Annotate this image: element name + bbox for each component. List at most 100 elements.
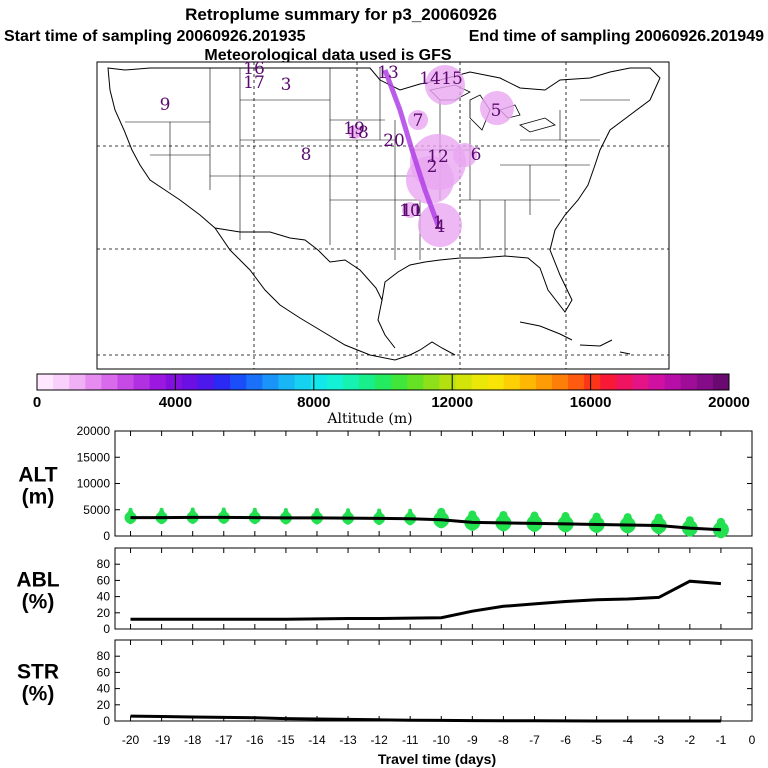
- plume-blob: [425, 65, 465, 105]
- altitude-colorbar: 0 4000 8000 12000 16000 20000: [33, 373, 750, 411]
- altitude-scatter-point: [499, 511, 508, 519]
- caribbean-islands: [519, 321, 631, 355]
- y-axis-label: STR: [17, 661, 59, 684]
- end-time-label: End time of sampling 20060926.201949: [469, 28, 764, 45]
- altitude-scatter-point: [127, 518, 134, 525]
- colorbar-swatch: [214, 374, 231, 390]
- x-tick-label: -17: [215, 733, 233, 747]
- colorbar-tick-label: 12000: [431, 394, 473, 411]
- plume-day-label: 18: [347, 123, 369, 143]
- y-tick-label: 0: [103, 529, 110, 543]
- plume-day-label: 3: [281, 75, 292, 95]
- panel-alt: 0 5000 10000 15000 20000 ALT(m): [18, 424, 753, 543]
- mexico-outline: [214, 227, 456, 361]
- colorbar-swatch: [407, 374, 424, 390]
- map-frame: [96, 61, 670, 370]
- colorbar-tick-label: 16000: [570, 394, 612, 411]
- x-tick-label: -1: [716, 733, 727, 747]
- plume-day-label: 14: [419, 69, 441, 89]
- colorbar-swatch: [391, 374, 408, 390]
- colorbar-swatch: [294, 374, 312, 390]
- colorbar-swatch: [181, 374, 199, 390]
- colorbar-swatch: [149, 374, 167, 390]
- plume-blob: [418, 203, 462, 247]
- colorbar-swatch: [680, 374, 698, 390]
- altitude-scatter-point: [190, 507, 195, 512]
- plume-day-label: 17: [243, 73, 265, 93]
- x-tick-label: -3: [653, 733, 664, 747]
- start-time-label: Start time of sampling 20060926.201935: [4, 28, 306, 45]
- plume-day-label: 6: [471, 145, 482, 165]
- x-tick-label: -18: [184, 733, 202, 747]
- plume-day-label: 16: [243, 59, 265, 79]
- colorbar-swatch: [262, 374, 279, 390]
- altitude-scatter-point: [654, 513, 663, 522]
- altitude-scatter-point: [592, 512, 601, 521]
- y-tick-label: 80: [97, 557, 111, 571]
- x-tick-label: -10: [433, 733, 451, 747]
- plume-day-label: 7: [413, 111, 424, 131]
- series-line-str: [130, 714, 721, 723]
- y-tick-label: 20: [97, 698, 111, 712]
- panel-abl: 0 20 40 60 80 ABL(%): [16, 547, 753, 636]
- colorbar-swatch: [616, 374, 633, 390]
- altitude-scatter-point: [376, 519, 383, 526]
- panel-frame: [114, 547, 753, 630]
- colorbar-swatch: [632, 374, 650, 390]
- x-tick-label: -11: [402, 733, 419, 747]
- colorbar-swatch: [439, 374, 456, 390]
- x-tick-label: -12: [370, 733, 388, 747]
- colorbar-swatch: [358, 374, 376, 390]
- y-tick-label: 0: [103, 714, 110, 728]
- colorbar-swatch: [37, 374, 54, 390]
- y-tick-label: 40: [97, 682, 111, 696]
- x-axis-label: Travel time (days): [378, 751, 496, 767]
- plume-blobs: [348, 65, 514, 247]
- altitude-scatter-point: [251, 518, 258, 525]
- colorbar-label: Altitude (m): [326, 411, 412, 427]
- y-tick-label: 80: [97, 649, 111, 663]
- plume-day-label: 1: [433, 213, 444, 233]
- colorbar-swatch: [69, 374, 86, 390]
- y-tick-label: 5000: [83, 503, 110, 517]
- panel-frame: [114, 639, 753, 722]
- altitude-scatter-point: [376, 510, 383, 517]
- altitude-scatter-point: [189, 518, 196, 525]
- plume-day-label: 10: [399, 201, 421, 221]
- colorbar-swatch: [455, 374, 473, 390]
- plume-day-label: 12: [427, 147, 449, 167]
- y-tick-label: 60: [97, 573, 111, 587]
- colorbar-swatch: [696, 374, 714, 390]
- colorbar-swatch: [101, 374, 118, 390]
- colorbar-swatch: [246, 374, 263, 390]
- altitude-scatter-point: [623, 513, 632, 522]
- series-line-alt: [130, 515, 721, 532]
- altitude-scatter-point: [220, 518, 227, 525]
- altitude-scatter-point: [345, 510, 352, 517]
- y-tick-label: 10000: [77, 477, 111, 491]
- colorbar-tick-label: 0: [33, 394, 41, 411]
- colorbar-swatch: [197, 374, 215, 390]
- colorbar-swatch: [535, 374, 553, 390]
- x-tick-label: -4: [622, 733, 633, 747]
- panel-str: 0 20 40 60 80 STR(%): [17, 639, 753, 728]
- altitude-scatter-point: [189, 509, 196, 516]
- plume-centerline: [382, 69, 441, 226]
- colorbar-swatch: [133, 374, 151, 390]
- altitude-scatter-point: [346, 508, 351, 513]
- plume-blob: [402, 202, 418, 218]
- altitude-scatter-point: [220, 509, 227, 516]
- us-coastline: [107, 67, 661, 313]
- altitude-scatter-point: [282, 510, 289, 517]
- plume-day-label: 19: [343, 119, 365, 139]
- altitude-scatter-point: [252, 507, 257, 512]
- map-graticule: [97, 62, 669, 369]
- x-tick-label: -9: [467, 733, 478, 747]
- colorbar-swatch: [551, 374, 569, 390]
- altitude-scatter-point: [407, 519, 414, 526]
- y-axis-label-units: (m): [22, 486, 55, 509]
- altitude-scatter-point: [685, 516, 694, 525]
